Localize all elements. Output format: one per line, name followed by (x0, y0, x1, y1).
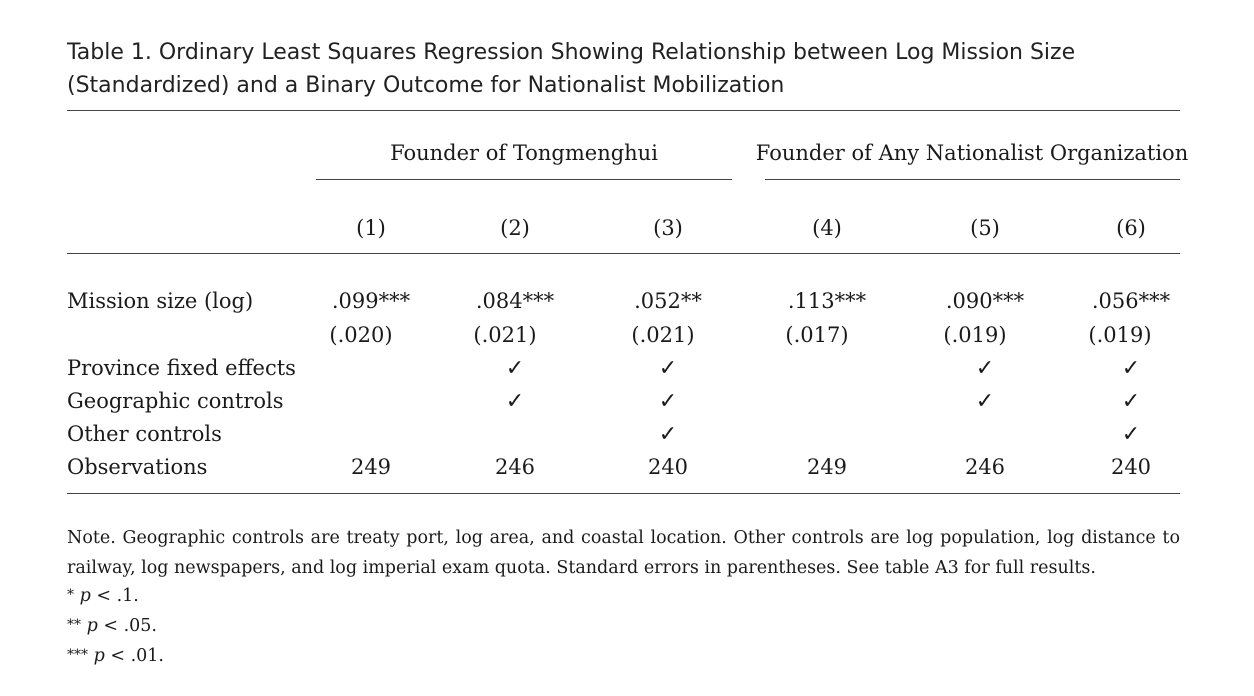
coef-cell-3: .052** (634, 289, 702, 313)
check-province-3: ✓ (658, 356, 678, 381)
check-geo-2: ✓ (505, 389, 525, 414)
sig-p-2: p (86, 616, 98, 636)
check-geo-3: ✓ (658, 389, 678, 414)
check-other-6: ✓ (1121, 422, 1141, 447)
table-header-rule (67, 253, 1180, 254)
column-header-5: (5) (970, 216, 1000, 240)
sig-text-1: < .1. (96, 586, 139, 606)
table-bottom-rule (67, 493, 1180, 494)
column-header-6: (6) (1116, 216, 1146, 240)
check-geo-6: ✓ (1121, 389, 1141, 414)
table-caption: Table 1. Ordinary Least Squares Regressi… (67, 40, 1076, 98)
group-rule-tongmenghui (316, 179, 732, 180)
sig-text-3: < .01. (110, 646, 164, 666)
obs-cell-2: 246 (494, 455, 536, 479)
row-label-geographic-controls: Geographic controls (67, 389, 284, 413)
coef-cell-1: .099*** (331, 289, 411, 313)
check-province-2: ✓ (505, 356, 525, 381)
obs-cell-6: 240 (1110, 455, 1152, 479)
group-rule-any-nationalist (765, 179, 1180, 180)
group-header-any-nationalist: Founder of Any Nationalist Organization (755, 141, 1189, 165)
coef-cell-4: .113*** (787, 289, 867, 313)
sig-stars-3: *** (67, 647, 88, 663)
obs-cell-3: 240 (647, 455, 689, 479)
se-cell-6: (.019) (1088, 323, 1152, 347)
check-province-6: ✓ (1121, 356, 1141, 381)
obs-cell-1: 249 (350, 455, 392, 479)
check-province-5: ✓ (975, 356, 995, 381)
se-cell-1: (.020) (329, 323, 393, 347)
coef-cell-6: .056*** (1091, 289, 1171, 313)
check-other-3: ✓ (658, 422, 678, 447)
se-cell-3: (.021) (631, 323, 695, 347)
se-cell-4: (.017) (785, 323, 849, 347)
column-header-1: (1) (356, 216, 386, 240)
row-label-province-fixed-effects: Province fixed effects (67, 356, 296, 380)
significance-note-1: * p < .1. (67, 586, 139, 606)
obs-cell-4: 249 (806, 455, 848, 479)
row-label-mission-size: Mission size (log) (67, 289, 254, 313)
table-top-rule (67, 110, 1180, 111)
sig-stars-2: ** (67, 617, 81, 633)
group-header-tongmenghui: Founder of Tongmenghui (390, 141, 658, 165)
sig-p-1: p (79, 586, 91, 606)
se-cell-5: (.019) (943, 323, 1007, 347)
table-note: Note. Geographic controls are treaty por… (67, 528, 1180, 578)
significance-note-2: ** p < .05. (67, 616, 157, 636)
obs-cell-5: 246 (964, 455, 1006, 479)
column-header-3: (3) (653, 216, 683, 240)
column-header-4: (4) (812, 216, 842, 240)
sig-stars-1: * (67, 587, 74, 603)
row-label-observations: Observations (67, 455, 208, 479)
column-header-2: (2) (500, 216, 530, 240)
sig-p-3: p (93, 646, 105, 666)
check-geo-5: ✓ (975, 389, 995, 414)
significance-note-3: *** p < .01. (67, 646, 164, 666)
coef-cell-5: .090*** (945, 289, 1025, 313)
sig-text-2: < .05. (103, 616, 157, 636)
coef-cell-2: .084*** (475, 289, 555, 313)
row-label-other-controls: Other controls (67, 422, 222, 446)
se-cell-2: (.021) (473, 323, 537, 347)
